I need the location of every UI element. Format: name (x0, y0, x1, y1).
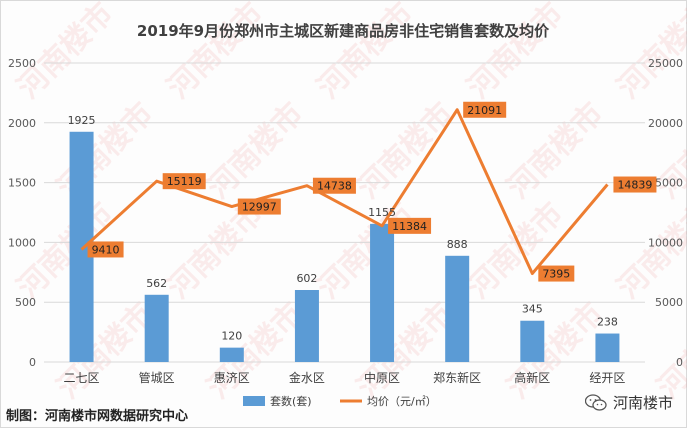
right-tick-label: 25000 (648, 57, 683, 70)
footer-brand: 河南楼市 (584, 392, 673, 413)
watermark-text: 河南楼市 (501, 296, 611, 406)
right-tick-label: 20000 (648, 117, 683, 130)
left-tick-label: 500 (15, 296, 36, 309)
line-value-label: 15119 (167, 175, 202, 188)
watermark-text: 河南楼市 (651, 296, 687, 406)
left-tick-label: 0 (29, 356, 36, 369)
watermark-text: 河南楼市 (351, 296, 461, 406)
line-value-label: 11384 (392, 220, 427, 233)
line-label-box (388, 217, 432, 234)
watermark-text: 河南楼市 (461, 196, 571, 306)
bar (520, 320, 545, 362)
left-tick-label: 1500 (8, 177, 36, 190)
bar-data-labels: 1925 562 120 602 1155 888 345 238 (68, 114, 618, 343)
legend-line-label: 均价（元/㎡） (367, 395, 437, 408)
brand-name: 河南楼市 (612, 394, 673, 412)
footer-credit: 制图：河南楼市网数据研究中心 (6, 409, 189, 424)
line-value-label: 21091 (467, 104, 502, 117)
left-axis-ticks: 0 500 1000 1500 2000 2500 (8, 57, 36, 369)
left-tick-label: 2000 (8, 117, 36, 130)
category-label: 惠济区 (214, 370, 250, 385)
line-label-box (87, 241, 124, 258)
category-label: 管城区 (139, 370, 175, 385)
watermark-text: 河南楼市 (311, 196, 421, 306)
bar (219, 347, 244, 362)
line-value-label: 14738 (317, 180, 352, 193)
bar (595, 333, 620, 362)
left-tick-label: 2500 (8, 57, 36, 70)
bar-value-label: 1925 (68, 114, 96, 127)
line-label-box (463, 101, 507, 118)
right-axis-ticks: 0 5000 10000 15000 20000 25000 (648, 57, 683, 369)
category-label: 中原区 (364, 370, 400, 385)
bar (370, 223, 395, 362)
bar-value-label: 345 (522, 303, 543, 316)
line-value-label: 14839 (617, 179, 652, 192)
category-label: 高新区 (514, 370, 550, 385)
watermark-text: 河南楼市 (11, 0, 121, 106)
bar-value-label: 238 (597, 316, 618, 329)
line-label-box (162, 173, 206, 190)
bar-value-label: 602 (296, 272, 317, 285)
wechat-icon (584, 393, 607, 412)
category-labels: 二七区 管城区 惠济区 金水区 中原区 郑东新区 高新区 经开区 (64, 370, 626, 385)
bar-value-label: 120 (221, 330, 242, 343)
category-label: 经开区 (589, 371, 625, 385)
watermark-text: 河南楼市 (611, 0, 687, 106)
bar (294, 290, 319, 362)
right-tick-label: 5000 (655, 296, 683, 309)
watermark-text: 河南楼市 (51, 296, 161, 406)
right-tick-label: 10000 (648, 236, 683, 249)
watermark-text: 河南楼市 (161, 0, 271, 106)
bar-value-label: 888 (447, 238, 468, 251)
bar-value-label: 562 (146, 277, 167, 290)
watermark-text: 河南楼市 (611, 196, 687, 306)
category-label: 金水区 (289, 370, 325, 385)
line-label-box (312, 177, 356, 194)
category-label: 郑东新区 (433, 370, 481, 385)
line-value-label: 7395 (542, 268, 570, 281)
line-label-box (613, 176, 657, 193)
watermark-text: 河南楼市 (51, 96, 161, 206)
left-tick-label: 1000 (8, 236, 36, 249)
category-label: 二七区 (64, 371, 100, 385)
line-value-label: 9410 (92, 243, 120, 256)
bar-value-label: 1155 (368, 206, 396, 219)
watermark-text: 河南楼市 (201, 296, 311, 406)
right-tick-label: 15000 (648, 177, 683, 190)
line-value-label: 12997 (242, 201, 277, 214)
watermark-text: 河南楼市 (311, 0, 421, 106)
right-tick-label: 0 (676, 356, 683, 369)
line-data-labels: 9410 15119 12997 14738 11384 21091 7395 14839 (87, 101, 657, 282)
watermark-text: 河南楼市 (461, 0, 571, 106)
legend: 套数(套) 均价（元/㎡） (243, 395, 437, 408)
legend-bar-swatch (243, 396, 265, 406)
line-label-box (237, 198, 281, 215)
bar (144, 294, 169, 362)
legend-bar-label: 套数(套) (270, 395, 312, 408)
chart-title: 2019年9月份郑州市主城区新建商品房非住宅销售套数及均价 (137, 22, 550, 40)
bar (445, 255, 470, 362)
watermark-text: 河南楼市 (501, 96, 611, 206)
line-label-box (538, 265, 575, 282)
